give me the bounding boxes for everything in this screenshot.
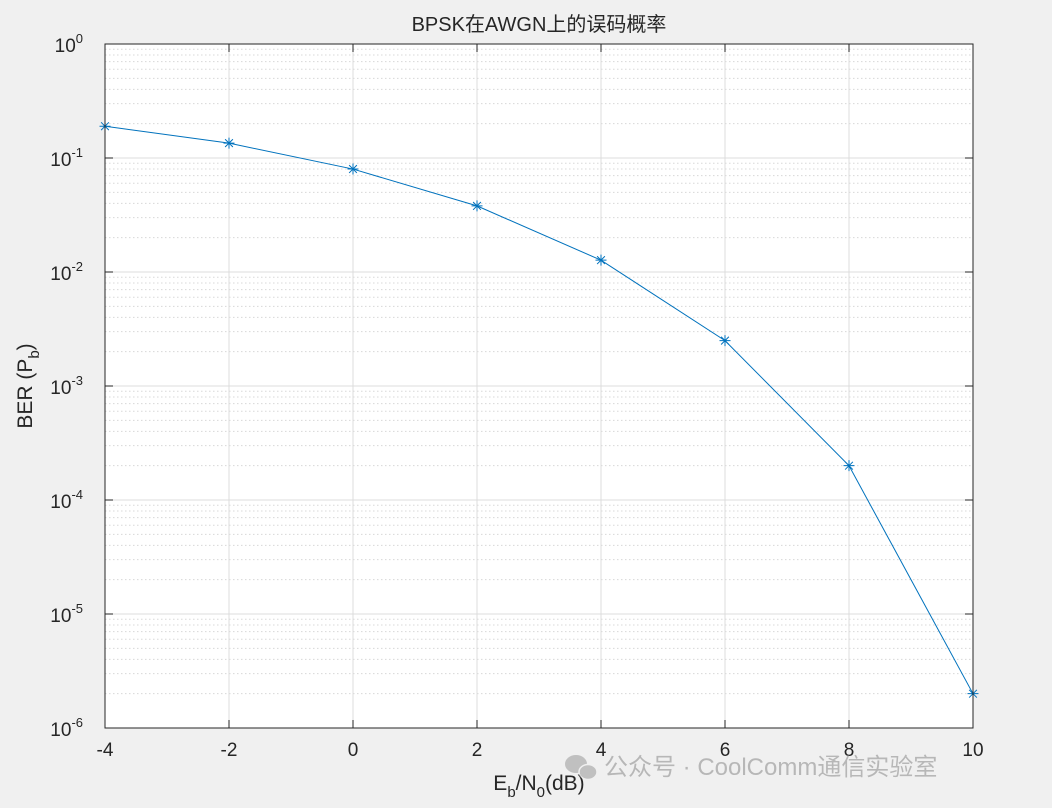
data-point (595, 254, 607, 266)
x-tick-label: -4 (97, 740, 114, 761)
data-point (719, 335, 731, 347)
y-axis-label: BER (Pb) (14, 343, 43, 428)
y-tick-label: 10-2 (50, 259, 83, 285)
x-axis-label: Eb/N0(dB) (493, 772, 584, 801)
data-point (843, 460, 855, 472)
data-point (223, 137, 235, 149)
watermark-text: 公众号 · CoolComm通信实验室 (604, 754, 937, 781)
axis-label-part: ) (14, 343, 37, 350)
data-point (471, 200, 483, 212)
y-tick-base: 10 (50, 378, 71, 399)
y-tick-exponent: -5 (71, 601, 83, 616)
axis-label-part: BER (P (14, 359, 37, 429)
x-tick-label: -2 (221, 740, 238, 761)
axis-label-part: b (507, 784, 515, 801)
x-tick-label: 2 (472, 740, 483, 761)
x-tick-label: 6 (720, 740, 731, 761)
y-tick-exponent: -6 (71, 715, 83, 730)
y-tick-exponent: -1 (71, 145, 83, 160)
y-tick-base: 10 (55, 36, 76, 57)
y-tick-exponent: -4 (71, 487, 83, 502)
axis-label-part: 0 (537, 784, 545, 801)
y-tick-label: 10-4 (50, 487, 83, 513)
data-point (347, 163, 359, 175)
marker-stroke (719, 335, 731, 347)
y-tick-label: 10-5 (50, 601, 83, 627)
y-tick-label: 10-3 (50, 373, 83, 399)
x-tick-label: 0 (348, 740, 359, 761)
y-tick-base: 10 (50, 150, 71, 171)
y-tick-base: 10 (50, 606, 71, 627)
marker-stroke (347, 163, 359, 175)
marker-stroke (223, 137, 235, 149)
watermark-icon (578, 763, 598, 781)
y-tick-exponent: -3 (71, 373, 83, 388)
x-tick-label: 10 (962, 740, 983, 761)
axis-label-part: b (26, 350, 43, 358)
y-tick-exponent: -2 (71, 259, 83, 274)
chart-title: BPSK在AWGN上的误码概率 (412, 13, 667, 36)
y-tick-base: 10 (50, 492, 71, 513)
marker-stroke (843, 460, 855, 472)
y-tick-label: 100 (55, 31, 83, 57)
x-tick-label: 4 (596, 740, 607, 761)
y-tick-base: 10 (50, 720, 71, 741)
y-tick-label: 10-6 (50, 715, 83, 741)
marker-stroke (595, 254, 607, 266)
x-tick-label: 8 (844, 740, 855, 761)
axis-label-part: (dB) (545, 772, 585, 795)
y-tick-exponent: 0 (76, 31, 83, 46)
y-tick-label: 10-1 (50, 145, 83, 171)
y-tick-base: 10 (50, 264, 71, 285)
marker-stroke (471, 200, 483, 212)
series-line (104, 125, 974, 694)
watermark: 公众号 · CoolComm通信实验室 (565, 754, 937, 781)
axis-label-part: /N (516, 772, 537, 795)
axis-label-part: E (493, 772, 507, 795)
